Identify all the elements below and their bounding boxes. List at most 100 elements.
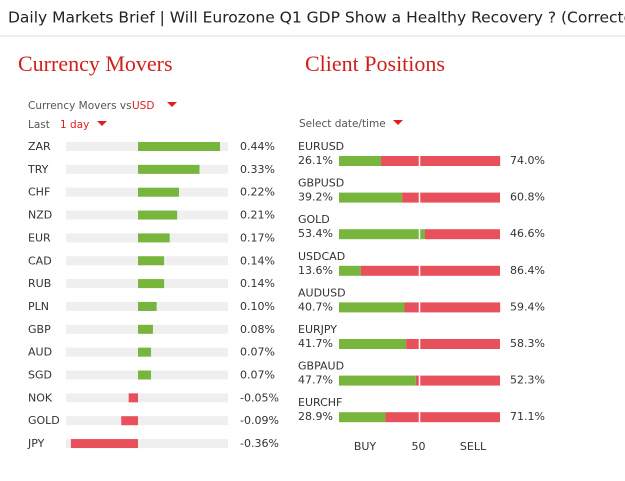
dropdown-arrow[interactable]: [393, 120, 403, 125]
value-label: 0.07%: [240, 346, 275, 359]
bar: [138, 301, 157, 311]
category-label: GBPAUD: [298, 360, 344, 373]
bar: [138, 370, 152, 380]
category-label: EURJPY: [298, 323, 337, 336]
bar: [128, 393, 138, 403]
value-label: 28.9%: [298, 410, 333, 423]
bar: [138, 210, 178, 220]
bar-segment: [339, 156, 382, 166]
bar-segment: [406, 339, 500, 349]
bar-segment: [404, 302, 501, 313]
category-label: NOK: [28, 391, 53, 404]
period-dropdown[interactable]: 1 day: [60, 119, 89, 131]
bar-segment: [339, 302, 405, 313]
value-label: 46.6%: [510, 227, 545, 240]
value-label: 0.17%: [240, 231, 275, 244]
value-label: 52.3%: [510, 374, 545, 387]
period-label: Last: [28, 119, 50, 131]
value-label: 71.1%: [510, 410, 545, 423]
value-label: 47.7%: [298, 374, 333, 387]
value-label: 74.0%: [510, 154, 545, 167]
value-label: 13.6%: [298, 264, 333, 277]
category-label: TRY: [27, 163, 49, 176]
legend-label: BUY: [354, 440, 377, 453]
category-label: ZAR: [28, 140, 51, 153]
bar-segment: [339, 339, 407, 349]
value-label: 0.14%: [240, 277, 275, 290]
bar-segment: [339, 375, 416, 386]
category-label: AUD: [28, 346, 52, 359]
bar-segment: [415, 375, 500, 386]
category-label: EURCHF: [298, 396, 342, 409]
value-label: 39.2%: [298, 191, 333, 204]
category-label: RUB: [28, 277, 51, 290]
bar: [138, 142, 220, 151]
compare-label: Currency Movers vs: [28, 100, 132, 112]
value-label: 0.44%: [240, 140, 275, 153]
bar-segment: [339, 265, 361, 276]
category-label: GOLD: [28, 414, 60, 427]
bar: [138, 256, 165, 266]
category-label: AUDUSD: [298, 286, 346, 299]
bar: [138, 187, 179, 197]
value-label: 60.8%: [510, 191, 545, 204]
bar: [138, 347, 152, 357]
category-label: SGD: [28, 369, 52, 382]
bar-segment: [339, 412, 386, 423]
category-label: GOLD: [298, 213, 330, 226]
value-label: 0.14%: [240, 254, 275, 267]
value-label: 0.22%: [240, 186, 275, 199]
category-label: CHF: [28, 186, 50, 199]
category-label: PLN: [28, 300, 49, 313]
value-label: -0.36%: [240, 437, 279, 450]
value-label: 0.21%: [240, 209, 275, 222]
category-label: EUR: [28, 231, 51, 244]
category-label: EURUSD: [298, 140, 344, 153]
bar-segment: [385, 412, 500, 423]
currency-dropdown[interactable]: USD: [132, 100, 154, 112]
bar-segment: [339, 192, 403, 203]
value-label: 59.4%: [510, 300, 545, 313]
value-label: 0.10%: [240, 300, 275, 313]
chart-title: Client Positions: [305, 51, 445, 76]
bar-segment: [339, 229, 425, 240]
value-label: 40.7%: [298, 300, 333, 313]
bar: [138, 164, 200, 174]
value-label: 26.1%: [298, 154, 333, 167]
bar: [70, 439, 138, 449]
bar-segment: [424, 229, 500, 240]
category-label: JPY: [27, 437, 45, 450]
chart-title: Currency Movers: [18, 51, 173, 76]
value-label: -0.09%: [240, 414, 279, 427]
value-label: -0.05%: [240, 391, 279, 404]
category-label: GBP: [28, 323, 51, 336]
bar-track: [66, 393, 228, 403]
value-label: 53.4%: [298, 227, 333, 240]
bar: [121, 416, 138, 426]
bar-segment: [402, 192, 500, 203]
category-label: NZD: [28, 209, 52, 222]
value-label: 0.33%: [240, 163, 275, 176]
dropdown-arrow[interactable]: [97, 121, 107, 126]
bar-track: [66, 439, 228, 449]
bar: [138, 324, 153, 334]
reference-label: 50: [412, 440, 426, 453]
value-label: 0.08%: [240, 323, 275, 336]
bar: [138, 279, 165, 289]
page-title: Daily Markets Brief | Will Eurozone Q1 G…: [8, 9, 625, 27]
category-label: USDCAD: [298, 250, 345, 263]
value-label: 0.07%: [240, 369, 275, 382]
value-label: 58.3%: [510, 337, 545, 350]
category-label: GBPUSD: [298, 177, 344, 190]
date-dropdown[interactable]: Select date/time: [299, 118, 386, 130]
legend-label: SELL: [460, 440, 487, 453]
value-label: 41.7%: [298, 337, 333, 350]
dropdown-arrow[interactable]: [167, 102, 177, 107]
bar: [138, 233, 170, 243]
bar-segment: [381, 156, 501, 166]
bar-track: [66, 416, 228, 426]
bar-segment: [360, 265, 500, 276]
value-label: 86.4%: [510, 264, 545, 277]
category-label: CAD: [28, 254, 52, 267]
